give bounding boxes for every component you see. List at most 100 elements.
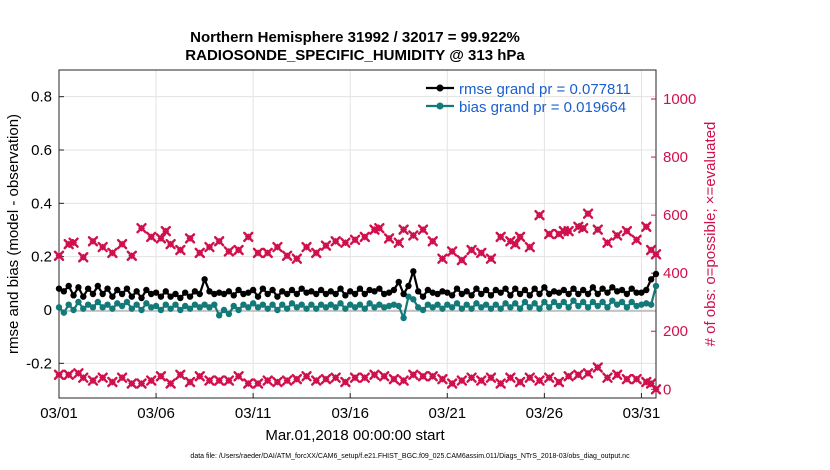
bias-point — [351, 304, 359, 311]
bias-point — [448, 304, 456, 311]
obs-count-point — [322, 375, 330, 383]
bias-point — [264, 305, 271, 312]
rmse-point — [609, 284, 616, 291]
rmse-point — [123, 285, 131, 292]
rmse-point — [313, 290, 320, 298]
rmse-point — [390, 286, 398, 294]
legend: rmse grand pr = 0.077811 bias grand pr =… — [426, 81, 631, 116]
obs-count-point — [244, 379, 252, 388]
bias-point — [434, 301, 441, 308]
bias-point — [206, 304, 213, 311]
bias-point — [531, 300, 538, 307]
obs-count-point — [448, 379, 456, 388]
obs-count-point — [361, 374, 369, 382]
bias-point — [249, 300, 257, 307]
bias-point — [482, 301, 490, 308]
obs-count-point — [89, 237, 97, 245]
bias-point — [259, 301, 267, 308]
chart-subtitle: RADIOSONDE_SPECIFIC_HUMIDITY @ 313 hPa — [185, 47, 525, 64]
rmse-point — [80, 293, 87, 300]
bias-point — [114, 300, 121, 307]
bias-point — [584, 304, 592, 311]
rmse-point — [172, 290, 179, 298]
chart-title: Northern Hemisphere 31992 / 32017 = 99.9… — [190, 29, 520, 46]
obs-count-point — [147, 233, 155, 241]
bias-point — [594, 302, 601, 310]
bias-point — [172, 301, 179, 308]
bias-point — [167, 305, 174, 312]
rmse-point — [298, 285, 305, 292]
obs-count-point — [565, 227, 573, 235]
rmse-point — [288, 286, 296, 294]
bias-point — [380, 304, 388, 311]
rmse-point — [240, 290, 247, 298]
rmse-point — [157, 293, 165, 300]
rmse-point — [181, 289, 189, 296]
rmse-point — [594, 290, 601, 298]
rmse-point — [579, 286, 587, 294]
rmse-point — [138, 294, 145, 302]
bias-point — [414, 304, 422, 311]
rmse-point — [565, 290, 572, 298]
x-axis-label: Mar.01,2018 00:00:00 start — [265, 427, 445, 444]
y-axis-right-label: # of obs: o=possible; ×=evaluated — [702, 122, 719, 347]
y-tick-label: 0.6 — [31, 142, 52, 159]
y-right-tick-label: 800 — [663, 149, 688, 166]
rmse-point — [55, 285, 63, 292]
bias-point — [560, 298, 567, 306]
rmse-point — [482, 286, 490, 294]
rmse-point — [424, 286, 432, 294]
obs-count-point — [409, 371, 417, 379]
rmse-point — [186, 293, 194, 300]
obs-count-point — [70, 239, 78, 247]
legend-bias-marker — [436, 102, 444, 110]
rmse-point — [264, 290, 271, 298]
obs-count-point — [511, 240, 519, 248]
bias-point — [123, 298, 131, 306]
obs-count-point — [293, 255, 301, 263]
bias-point — [575, 302, 582, 310]
rmse-point — [148, 290, 155, 298]
obs-count-point — [458, 377, 466, 385]
rmse-point — [453, 285, 461, 292]
bias-series — [55, 282, 660, 322]
obs-count-point — [535, 211, 544, 219]
rmse-point — [541, 284, 548, 291]
rmse-point — [410, 268, 417, 275]
bias-point — [512, 300, 519, 307]
bias-point — [502, 300, 509, 307]
obs-count-point — [633, 375, 641, 383]
obs-count-point — [254, 249, 262, 257]
obs-count-point — [235, 246, 243, 254]
obs-count-point — [176, 246, 184, 254]
bias-point — [60, 309, 68, 316]
obs-count-point — [516, 378, 524, 386]
obs-count-point — [196, 249, 204, 257]
obs-count-point — [477, 377, 485, 385]
rmse-point — [293, 290, 301, 298]
rmse-point — [448, 292, 456, 299]
bias-point — [579, 298, 587, 306]
obs-count-point — [497, 379, 505, 388]
y-right-tick-label: 400 — [663, 265, 688, 282]
obs-count-point — [642, 223, 650, 231]
rmse-point — [308, 288, 315, 295]
obs-count-point — [545, 230, 553, 238]
obs-count-point — [273, 243, 281, 251]
obs-count-point — [526, 243, 534, 251]
bias-point — [526, 304, 534, 311]
bias-point — [599, 298, 606, 306]
bias-point — [643, 300, 650, 307]
obs-count-point — [55, 371, 63, 379]
rmse-point — [647, 276, 655, 283]
bias-point — [652, 282, 660, 290]
rmse-point — [104, 285, 111, 292]
bias-point — [148, 304, 155, 311]
obs-count-point — [351, 236, 359, 244]
rmse-point — [70, 292, 77, 299]
rmse-point — [414, 288, 422, 295]
obs-count-point — [594, 226, 602, 234]
rmse-point — [254, 293, 262, 300]
rmse-point — [196, 290, 203, 298]
bias-point — [337, 300, 344, 307]
